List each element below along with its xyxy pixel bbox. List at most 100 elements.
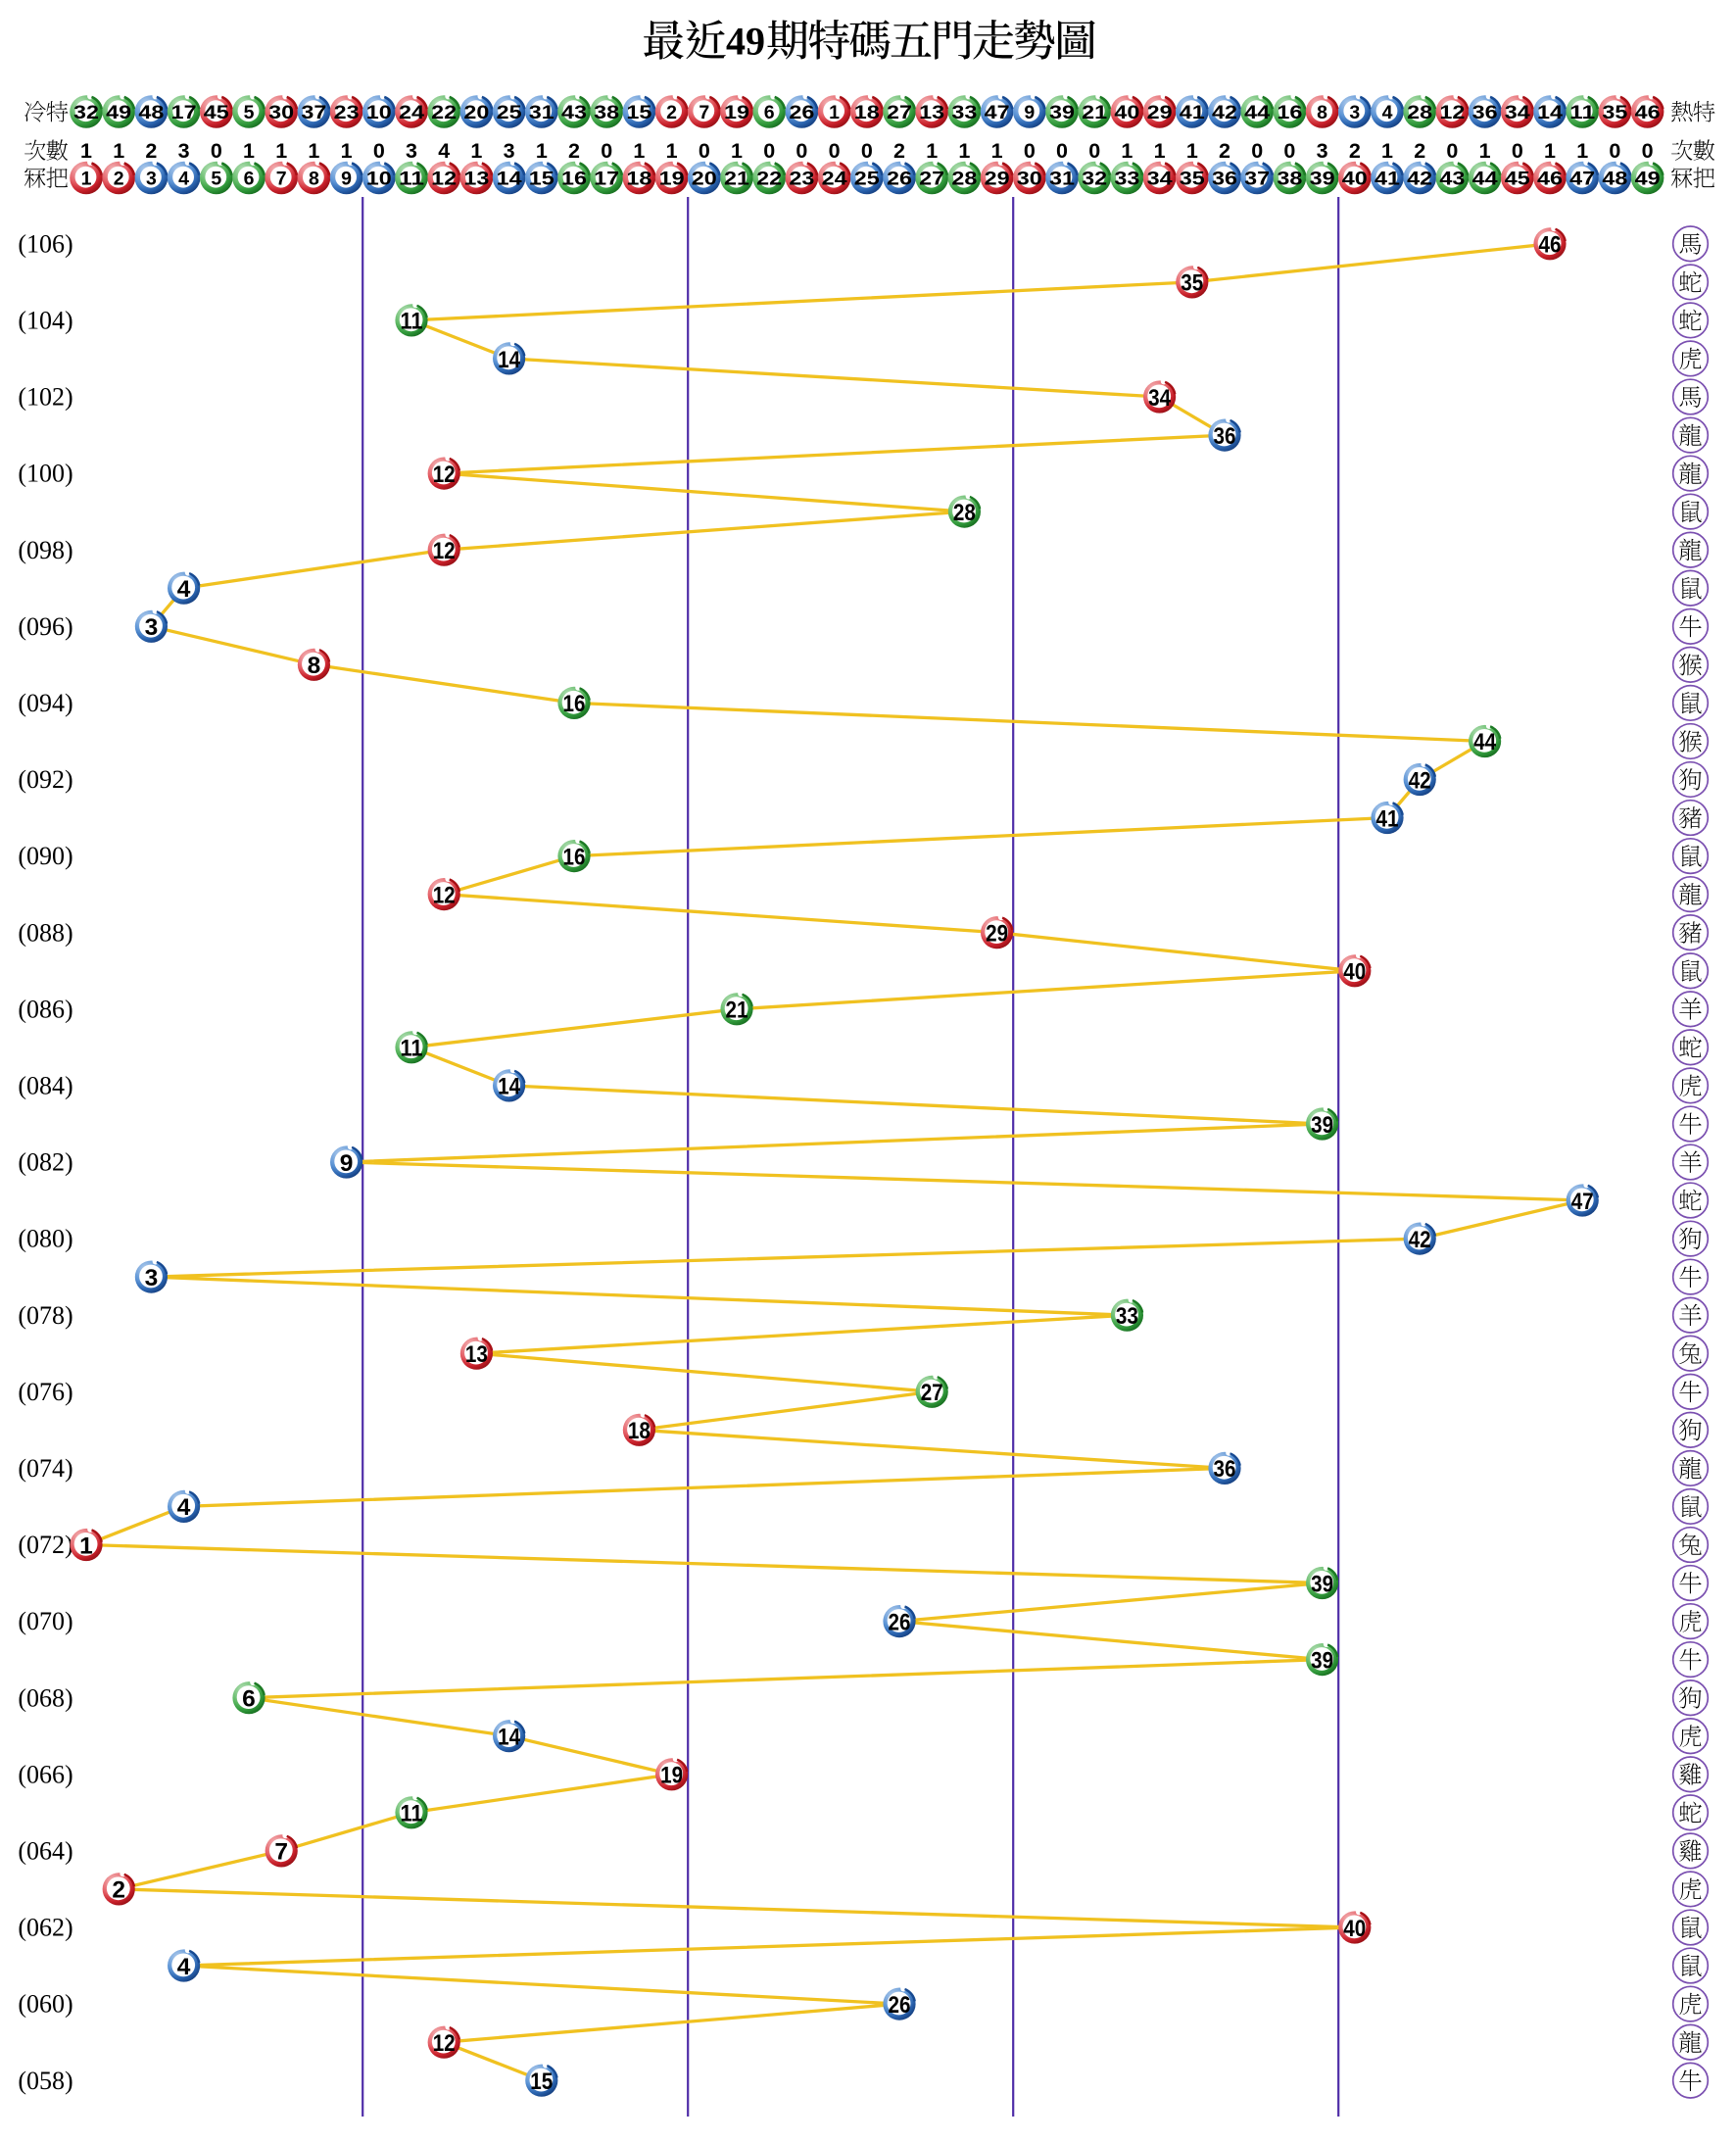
svg-text:35: 35 (1602, 102, 1627, 123)
svg-text:19: 19 (724, 102, 749, 123)
svg-text:11: 11 (401, 309, 423, 335)
svg-text:(088): (088) (18, 918, 72, 947)
svg-text:0: 0 (1283, 139, 1295, 163)
svg-text:1: 1 (341, 139, 353, 163)
svg-text:8: 8 (1317, 102, 1327, 123)
svg-text:39: 39 (1049, 102, 1075, 123)
svg-text:12: 12 (431, 169, 457, 190)
svg-text:(076): (076) (18, 1378, 72, 1406)
svg-text:23: 23 (334, 102, 360, 123)
svg-text:4: 4 (177, 576, 191, 603)
svg-text:3: 3 (178, 139, 190, 163)
svg-text:9: 9 (1024, 102, 1035, 123)
svg-text:18: 18 (854, 102, 880, 123)
svg-text:49: 49 (106, 102, 131, 123)
svg-text:11: 11 (399, 169, 424, 190)
svg-text:2: 2 (1349, 139, 1361, 163)
svg-text:38: 38 (594, 102, 619, 123)
svg-text:2: 2 (568, 139, 580, 163)
svg-text:14: 14 (498, 1725, 520, 1751)
svg-text:11: 11 (1569, 102, 1595, 123)
svg-text:1: 1 (1154, 139, 1166, 163)
svg-text:33: 33 (1116, 1303, 1138, 1330)
svg-text:40: 40 (1342, 169, 1368, 190)
svg-text:34: 34 (1505, 102, 1530, 123)
svg-text:7: 7 (274, 1839, 288, 1866)
svg-text:1: 1 (1381, 139, 1393, 163)
svg-text:38: 38 (1277, 169, 1302, 190)
svg-text:2: 2 (145, 139, 157, 163)
svg-text:26: 26 (889, 1609, 911, 1635)
svg-text:2: 2 (1219, 139, 1230, 163)
svg-text:(078): (078) (18, 1301, 72, 1330)
svg-text:1: 1 (731, 139, 743, 163)
svg-text:0: 0 (1642, 139, 1654, 163)
svg-text:4: 4 (438, 139, 450, 163)
svg-text:41: 41 (1376, 805, 1399, 832)
svg-text:42: 42 (1407, 169, 1432, 190)
svg-text:(096): (096) (18, 612, 72, 641)
svg-text:44: 44 (1473, 729, 1496, 755)
svg-text:23: 23 (789, 169, 814, 190)
svg-text:1: 1 (80, 139, 92, 163)
svg-text:3: 3 (1349, 102, 1360, 123)
svg-text:1: 1 (470, 139, 482, 163)
svg-text:27: 27 (887, 102, 912, 123)
svg-text:47: 47 (1571, 1189, 1594, 1215)
svg-text:29: 29 (1147, 102, 1173, 123)
svg-text:28: 28 (951, 169, 977, 190)
svg-text:44: 44 (1244, 102, 1270, 123)
svg-text:3: 3 (1317, 139, 1328, 163)
svg-text:15: 15 (626, 102, 651, 123)
svg-text:36: 36 (1212, 169, 1237, 190)
svg-text:13: 13 (465, 1341, 488, 1368)
svg-text:14: 14 (498, 1074, 520, 1100)
svg-text:1: 1 (536, 139, 548, 163)
svg-text:34: 34 (1148, 385, 1171, 412)
svg-text:48: 48 (138, 102, 164, 123)
svg-text:(060): (060) (18, 1990, 72, 2019)
svg-text:16: 16 (563, 844, 586, 870)
svg-text:45: 45 (1505, 169, 1530, 190)
svg-text:21: 21 (726, 998, 748, 1024)
svg-text:12: 12 (1439, 102, 1465, 123)
svg-text:(086): (086) (18, 995, 72, 1023)
svg-text:30: 30 (1017, 169, 1042, 190)
svg-text:(082): (082) (18, 1148, 72, 1177)
svg-text:1: 1 (829, 102, 840, 123)
svg-text:3: 3 (406, 139, 417, 163)
svg-text:(070): (070) (18, 1607, 72, 1635)
svg-text:(072): (072) (18, 1531, 72, 1559)
svg-text:0: 0 (1609, 139, 1620, 163)
svg-text:1: 1 (1121, 139, 1133, 163)
svg-text:1: 1 (113, 139, 124, 163)
svg-text:16: 16 (561, 169, 587, 190)
svg-text:39: 39 (1311, 1112, 1333, 1139)
svg-text:21: 21 (724, 169, 749, 190)
svg-text:41: 41 (1374, 169, 1400, 190)
svg-text:14: 14 (497, 169, 522, 190)
svg-text:29: 29 (986, 921, 1008, 948)
svg-text:28: 28 (953, 500, 976, 526)
svg-text:16: 16 (1277, 102, 1302, 123)
svg-text:12: 12 (433, 462, 456, 488)
svg-text:1: 1 (275, 139, 287, 163)
svg-text:(084): (084) (18, 1072, 72, 1100)
svg-text:(102): (102) (18, 383, 72, 412)
svg-text:(100): (100) (18, 460, 72, 488)
svg-text:40: 40 (1343, 959, 1366, 986)
svg-text:30: 30 (268, 102, 294, 123)
svg-text:26: 26 (789, 102, 814, 123)
svg-text:43: 43 (1439, 169, 1465, 190)
svg-text:25: 25 (497, 102, 522, 123)
svg-text:1: 1 (926, 139, 938, 163)
svg-text:17: 17 (171, 102, 197, 123)
svg-text:47: 47 (985, 102, 1010, 123)
svg-text:0: 0 (1446, 139, 1458, 163)
svg-text:4: 4 (177, 1954, 191, 1980)
svg-text:26: 26 (889, 1992, 911, 2019)
svg-text:18: 18 (626, 169, 651, 190)
svg-text:2: 2 (1414, 139, 1425, 163)
svg-text:45: 45 (204, 102, 229, 123)
svg-text:22: 22 (756, 169, 782, 190)
